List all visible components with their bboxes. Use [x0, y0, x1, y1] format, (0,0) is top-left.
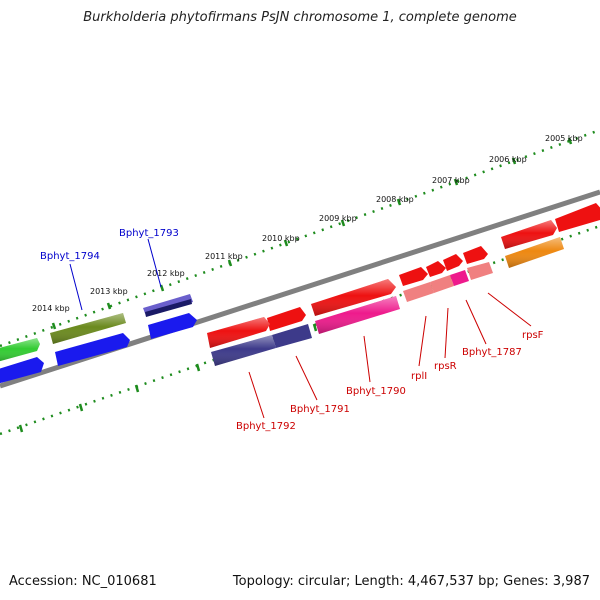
gene-label[interactable]: Bphyt_1794 [40, 251, 100, 262]
tick-label: 2007 kbp [432, 176, 470, 185]
outer-ruler-ticks [51, 137, 573, 330]
minus-label-leaders [248, 292, 532, 419]
gene-label[interactable]: rpsR [434, 361, 457, 372]
tick-label: 2006 kbp [489, 155, 527, 164]
gene-arrow-red[interactable] [267, 307, 306, 331]
plus-gene-labels: Bphyt_1794 Bphyt_1793 [40, 228, 179, 262]
gene-block-pink[interactable] [403, 282, 434, 302]
gene-arrow-red[interactable] [443, 254, 463, 271]
plus-label-leaders [69, 238, 162, 311]
minus-strand-features[interactable] [211, 237, 564, 366]
gene-arrow-blue[interactable] [0, 357, 44, 384]
gene-arrow-red[interactable] [426, 261, 446, 277]
gene-label[interactable]: Bphyt_1787 [462, 347, 522, 358]
tick-label: 2011 kbp [205, 252, 243, 261]
gene-label[interactable]: Bphyt_1791 [290, 404, 350, 415]
tick-label: 2013 kbp [90, 287, 128, 296]
tick-label: 2010 kbp [262, 234, 300, 243]
gene-arrow-red[interactable] [555, 203, 600, 232]
ruler-tick-labels: 2014 kbp 2013 kbp 2012 kbp 2011 kbp 2010… [32, 134, 583, 313]
gene-arrow-red[interactable] [399, 267, 428, 286]
tick-label: 2012 kbp [147, 269, 185, 278]
gene-block-pink[interactable] [430, 275, 454, 293]
gene-block-pink[interactable] [467, 262, 493, 280]
gene-label[interactable]: Bphyt_1793 [119, 228, 179, 239]
tick-label: 2005 kbp [545, 134, 583, 143]
gene-label[interactable]: Bphyt_1792 [236, 421, 296, 432]
gene-label[interactable]: Bphyt_1790 [346, 386, 406, 397]
gene-arrow-blue[interactable] [148, 313, 197, 339]
tick-label: 2009 kbp [319, 214, 357, 223]
tick-label: 2008 kbp [376, 195, 414, 204]
outer-ruler-line [0, 128, 600, 348]
gene-block-magenta[interactable] [450, 270, 469, 286]
accession-text: Accession: NC_010681 [9, 574, 157, 589]
plus-strand-features[interactable] [0, 203, 600, 384]
gene-arrow-blue[interactable] [55, 333, 130, 366]
map-title: Burkholderia phytofirmans PsJN chromosom… [83, 10, 517, 25]
gene-label[interactable]: rplI [411, 371, 427, 382]
minus-gene-labels: Bphyt_1792 Bphyt_1791 Bphyt_1790 rplI rp… [236, 330, 544, 432]
gene-block-navy[interactable] [272, 324, 312, 348]
gene-arrow-red[interactable] [463, 246, 488, 264]
gene-block-navy[interactable] [145, 299, 192, 317]
gene-label[interactable]: rpsF [522, 330, 544, 341]
tick-label: 2014 kbp [32, 304, 70, 313]
genome-summary-text: Topology: circular; Length: 4,467,537 bp… [232, 574, 590, 589]
